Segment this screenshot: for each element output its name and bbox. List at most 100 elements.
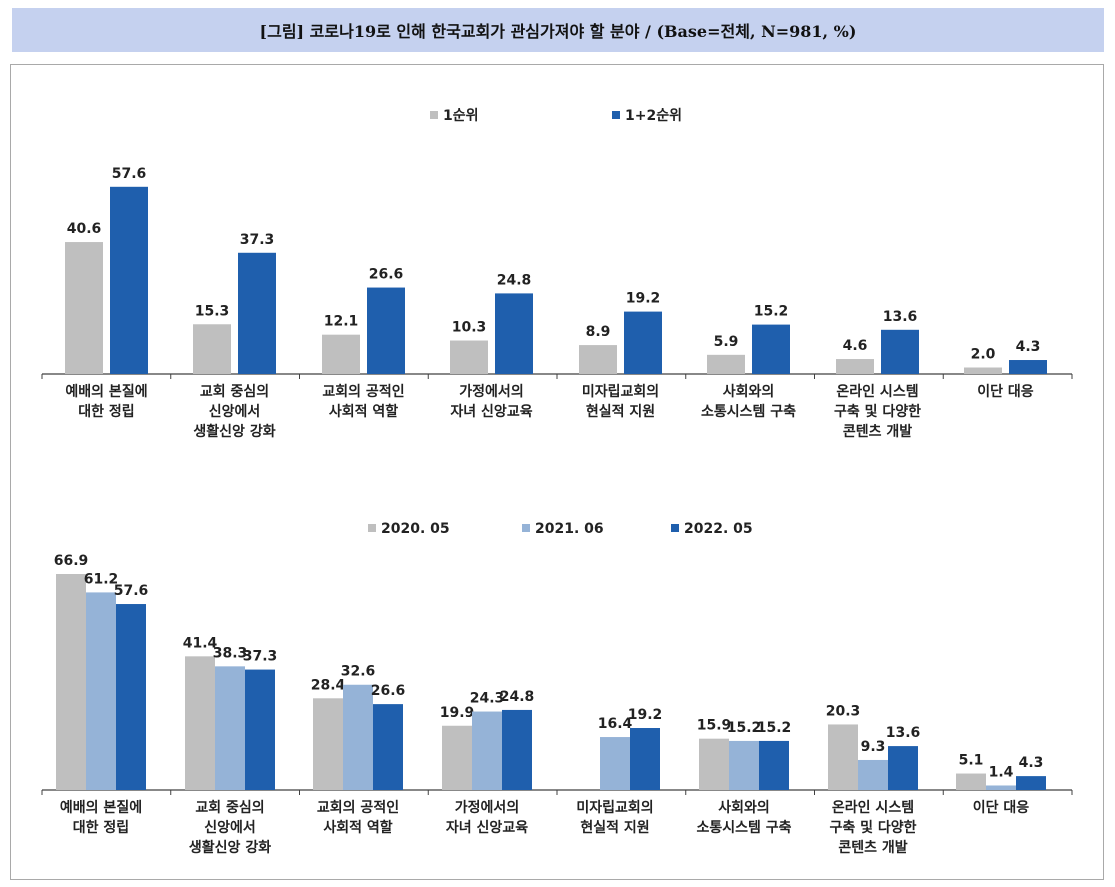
chart2-value-label: 20.3 xyxy=(826,703,861,719)
chart2-legend-swatch xyxy=(368,524,376,532)
chart2-legend-label: 2020. 05 xyxy=(381,521,450,537)
chart1-category-label: 사회적 역할 xyxy=(329,403,398,420)
chart2-value-label: 4.3 xyxy=(1019,755,1044,771)
chart2-bar xyxy=(986,785,1016,790)
chart2-bar xyxy=(472,711,502,790)
chart1-value-label: 19.2 xyxy=(626,291,661,307)
chart2-category-label: 소통시스템 구축 xyxy=(696,819,791,836)
chart1-value-label: 10.3 xyxy=(452,320,487,336)
chart2-value-label: 26.6 xyxy=(371,683,406,699)
chart1-category-label: 교회의 공적인 xyxy=(322,383,404,400)
chart1-category-label: 대한 정립 xyxy=(78,403,134,420)
chart1-bar xyxy=(579,345,617,374)
chart2-legend-swatch xyxy=(522,524,530,532)
chart1-bar xyxy=(367,287,405,374)
chart2-value-label: 13.6 xyxy=(886,725,921,741)
chart1-value-label: 2.0 xyxy=(971,347,996,363)
chart-frame xyxy=(10,64,1104,880)
chart1-category-label: 소통시스템 구축 xyxy=(701,403,796,420)
chart1-category-label: 현실적 지원 xyxy=(586,403,655,420)
chart2-bar xyxy=(888,746,918,790)
chart2-category-label: 자녀 신앙교육 xyxy=(446,819,528,836)
chart1-value-label: 57.6 xyxy=(112,166,147,182)
chart2-bar xyxy=(185,656,215,790)
chart2-bar xyxy=(630,728,660,790)
chart1-bar xyxy=(322,334,360,374)
chart2-value-label: 9.3 xyxy=(861,739,886,755)
chart2-value-label: 15.2 xyxy=(757,720,792,736)
chart2-bar xyxy=(956,773,986,790)
chart2-category-label: 대한 정립 xyxy=(73,819,129,836)
chart1-bar xyxy=(495,293,533,374)
chart2-bar xyxy=(759,740,789,790)
chart2-value-label: 57.6 xyxy=(114,583,149,599)
chart1-bar xyxy=(1009,360,1047,374)
chart2-value-label: 5.1 xyxy=(959,753,984,769)
chart1-bar xyxy=(836,359,874,374)
chart1-bar xyxy=(752,324,790,374)
chart1-bar xyxy=(707,354,745,374)
chart2-bar xyxy=(56,574,86,790)
chart1-value-label: 24.8 xyxy=(497,272,532,288)
chart1-value-label: 13.6 xyxy=(883,309,918,325)
chart2-legend-swatch xyxy=(671,524,679,532)
chart1-category-label: 구축 및 다양한 xyxy=(834,403,921,420)
chart2-category-label: 예배의 본질에 xyxy=(60,799,142,816)
chart2-category-label: 미자립교회의 xyxy=(576,799,653,816)
title-bar: [그림] 코로나19로 인해 한국교회가 관심가져야 할 분야 / (Base=… xyxy=(12,8,1104,52)
chart1-category-label: 사회와의 xyxy=(723,383,775,400)
chart1-bar xyxy=(964,367,1002,374)
chart2-bar xyxy=(502,709,532,790)
chart2-value-label: 32.6 xyxy=(341,664,376,680)
chart1-category-label: 자녀 신앙교육 xyxy=(450,403,532,420)
chart1-bar xyxy=(110,186,148,374)
chart1-category-label: 이단 대응 xyxy=(977,383,1034,400)
chart1-value-label: 5.9 xyxy=(714,334,739,350)
chart1-legend-swatch xyxy=(612,111,620,119)
chart2-category-label: 사회적 역할 xyxy=(323,819,392,836)
chart1-value-label: 15.3 xyxy=(195,303,230,319)
chart2-bar xyxy=(858,759,888,790)
chart1-bar xyxy=(65,242,103,374)
chart2-value-label: 37.3 xyxy=(243,649,278,665)
chart1-value-label: 37.3 xyxy=(240,232,275,248)
chart2-bar xyxy=(373,704,403,790)
chart2-bar xyxy=(313,698,343,790)
chart2-value-label: 19.2 xyxy=(628,707,663,723)
chart1-legend-swatch xyxy=(430,111,438,119)
chart1-bar xyxy=(624,311,662,374)
chart2-legend-label: 2021. 06 xyxy=(535,521,604,537)
chart2-bar xyxy=(215,666,245,790)
chart2-value-label: 61.2 xyxy=(84,571,119,587)
chart1-bar xyxy=(193,324,231,374)
chart2-value-label: 66.9 xyxy=(54,553,89,569)
chart1-bar xyxy=(450,340,488,374)
chart2-category-label: 콘텐츠 개발 xyxy=(838,839,907,856)
chart-title: [그림] 코로나19로 인해 한국교회가 관심가져야 할 분야 / (Base=… xyxy=(259,22,857,41)
chart1-legend-label: 1순위 xyxy=(443,108,479,124)
chart2-value-label: 28.4 xyxy=(311,677,346,693)
chart2-value-label: 15.2 xyxy=(727,720,762,736)
chart1-value-label: 12.1 xyxy=(324,314,359,330)
chart2-category-label: 이단 대응 xyxy=(973,799,1030,816)
chart1-value-label: 8.9 xyxy=(586,324,611,340)
chart1-category-label: 온라인 시스템 xyxy=(836,383,918,400)
chart2-bar xyxy=(343,684,373,790)
chart1-category-label: 신앙에서 xyxy=(209,403,261,420)
chart2-value-label: 24.3 xyxy=(470,691,505,707)
chart1-category-label: 생활신앙 강화 xyxy=(193,423,275,440)
chart2-value-label: 1.4 xyxy=(989,764,1014,780)
chart1-category-label: 가정에서의 xyxy=(459,383,523,400)
chart2-bar xyxy=(600,737,630,790)
chart1-legend-label: 1+2순위 xyxy=(625,108,682,124)
chart2-value-label: 16.4 xyxy=(598,716,633,732)
chart1-category-label: 교회 중심의 xyxy=(200,383,269,400)
chart2-category-label: 신앙에서 xyxy=(204,819,256,836)
chart2-category-label: 온라인 시스템 xyxy=(832,799,914,816)
chart1-category-label: 콘텐츠 개발 xyxy=(843,423,912,440)
chart1-value-label: 4.3 xyxy=(1016,339,1041,355)
chart1-category-label: 미자립교회의 xyxy=(582,383,659,400)
chart2-value-label: 15.9 xyxy=(697,718,732,734)
chart2-bar xyxy=(116,604,146,790)
